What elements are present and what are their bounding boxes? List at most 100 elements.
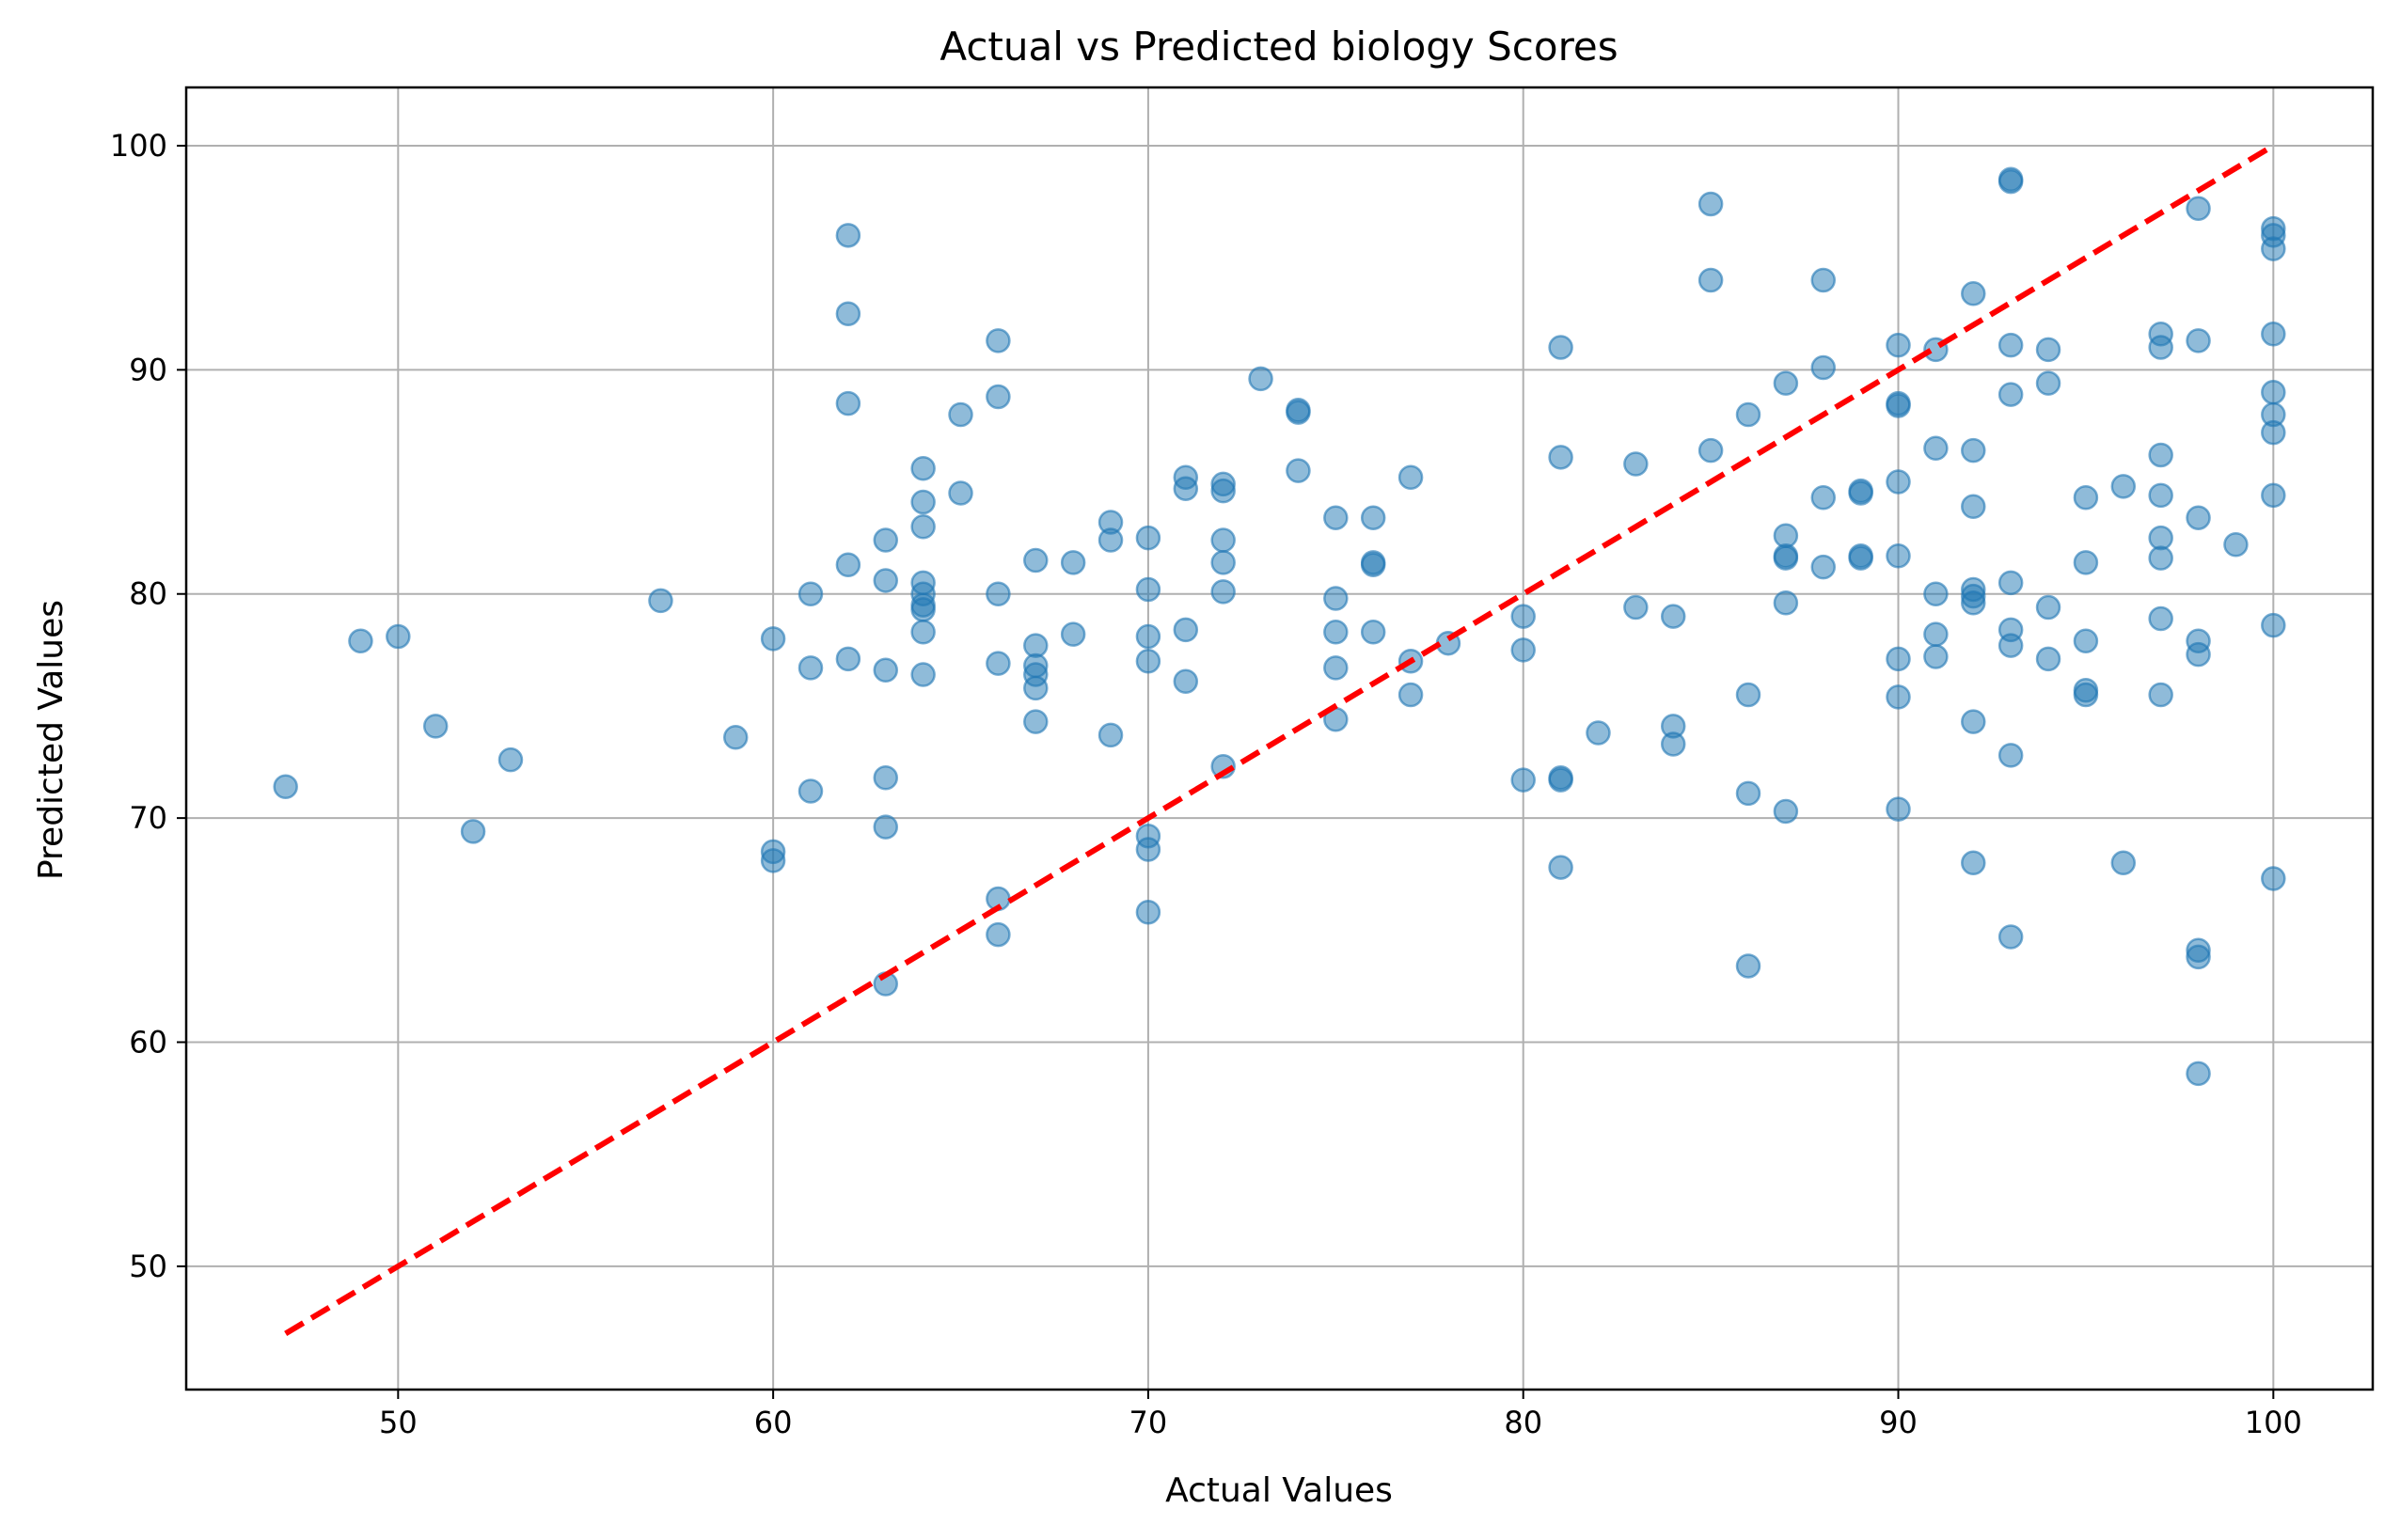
data-point xyxy=(1886,469,1911,495)
data-point xyxy=(2148,335,2173,360)
data-point xyxy=(1773,370,1799,396)
data-point xyxy=(497,746,524,773)
data-point xyxy=(1023,709,1049,734)
data-point xyxy=(1286,458,1311,483)
data-point xyxy=(1810,354,1837,381)
x-tick-label: 50 xyxy=(379,1405,418,1440)
data-point xyxy=(1397,682,1424,708)
data-point xyxy=(948,480,973,506)
data-point xyxy=(1360,505,1386,530)
data-point xyxy=(2223,532,2249,558)
data-point xyxy=(2186,505,2211,530)
data-point xyxy=(1173,617,1199,643)
data-point xyxy=(910,513,936,540)
data-point xyxy=(2148,482,2173,509)
data-point xyxy=(1397,464,1424,491)
data-point xyxy=(1773,545,1799,571)
plot-frame xyxy=(184,86,2375,1391)
data-point xyxy=(1997,743,2024,768)
data-point xyxy=(1510,637,1536,663)
data-point xyxy=(2148,682,2173,708)
data-point xyxy=(835,301,861,327)
data-point xyxy=(1135,576,1161,603)
data-point xyxy=(1923,435,1949,462)
data-point xyxy=(1810,554,1837,580)
data-point xyxy=(1286,400,1311,425)
data-point xyxy=(2110,474,2137,499)
data-point xyxy=(422,714,449,739)
y-tick-label: 100 xyxy=(110,128,167,164)
data-point xyxy=(1810,484,1837,511)
data-point xyxy=(760,848,786,873)
data-point xyxy=(835,390,861,416)
data-point xyxy=(873,814,899,840)
data-point xyxy=(1023,547,1049,574)
x-tick-label: 60 xyxy=(754,1405,793,1440)
data-point xyxy=(910,662,936,687)
data-point xyxy=(2261,482,2286,509)
data-point xyxy=(910,597,936,622)
data-point xyxy=(2186,196,2211,221)
data-point xyxy=(986,384,1011,410)
data-point xyxy=(273,774,298,800)
data-point xyxy=(1810,267,1837,293)
data-point xyxy=(835,552,861,578)
data-point xyxy=(1997,332,2024,358)
data-point xyxy=(1997,570,2024,596)
data-point xyxy=(2148,605,2173,632)
data-point xyxy=(2261,379,2286,405)
data-point xyxy=(1773,590,1799,616)
data-point xyxy=(835,646,861,672)
data-point xyxy=(1997,924,2024,950)
data-point xyxy=(873,764,899,791)
data-point xyxy=(986,651,1011,676)
data-point xyxy=(873,657,899,684)
x-tick-label: 80 xyxy=(1504,1405,1542,1440)
y-axis-label: Predicted Values xyxy=(32,600,71,880)
data-point xyxy=(2073,682,2099,708)
data-point xyxy=(835,223,861,248)
data-point xyxy=(1697,191,1724,217)
data-point xyxy=(1135,525,1161,551)
data-point xyxy=(1097,527,1124,553)
reference-line xyxy=(284,143,2275,1336)
data-point xyxy=(1173,668,1199,694)
data-point xyxy=(2261,236,2286,261)
data-point xyxy=(2261,321,2286,347)
data-point xyxy=(1135,899,1161,925)
data-point xyxy=(873,568,899,593)
data-point xyxy=(1210,550,1236,575)
data-point xyxy=(873,527,899,553)
data-point xyxy=(2261,866,2286,891)
x-tick-label: 100 xyxy=(2245,1405,2302,1440)
x-tick-label: 70 xyxy=(1129,1405,1168,1440)
data-point xyxy=(1886,332,1911,358)
data-point xyxy=(1697,267,1724,293)
data-point xyxy=(1248,366,1273,392)
y-tick-label: 70 xyxy=(129,800,167,836)
data-point xyxy=(1210,579,1236,605)
data-point xyxy=(2186,328,2211,354)
data-point xyxy=(1923,644,1949,669)
data-point xyxy=(1997,633,2024,658)
data-point xyxy=(1961,494,1986,520)
data-point xyxy=(2035,337,2061,363)
data-point xyxy=(986,921,1011,948)
data-point xyxy=(1997,168,2024,195)
data-point xyxy=(2186,944,2211,970)
data-point xyxy=(2110,850,2137,876)
data-point xyxy=(2261,612,2286,638)
data-point xyxy=(1886,684,1911,710)
data-point xyxy=(1135,623,1161,650)
data-point xyxy=(1173,476,1199,501)
data-point xyxy=(986,328,1011,354)
data-point xyxy=(1848,480,1873,506)
data-point xyxy=(348,628,373,654)
data-point xyxy=(1961,850,1986,876)
data-point xyxy=(797,655,824,681)
data-point xyxy=(1735,953,1761,979)
data-point xyxy=(1060,550,1086,575)
data-point xyxy=(1886,393,1911,418)
